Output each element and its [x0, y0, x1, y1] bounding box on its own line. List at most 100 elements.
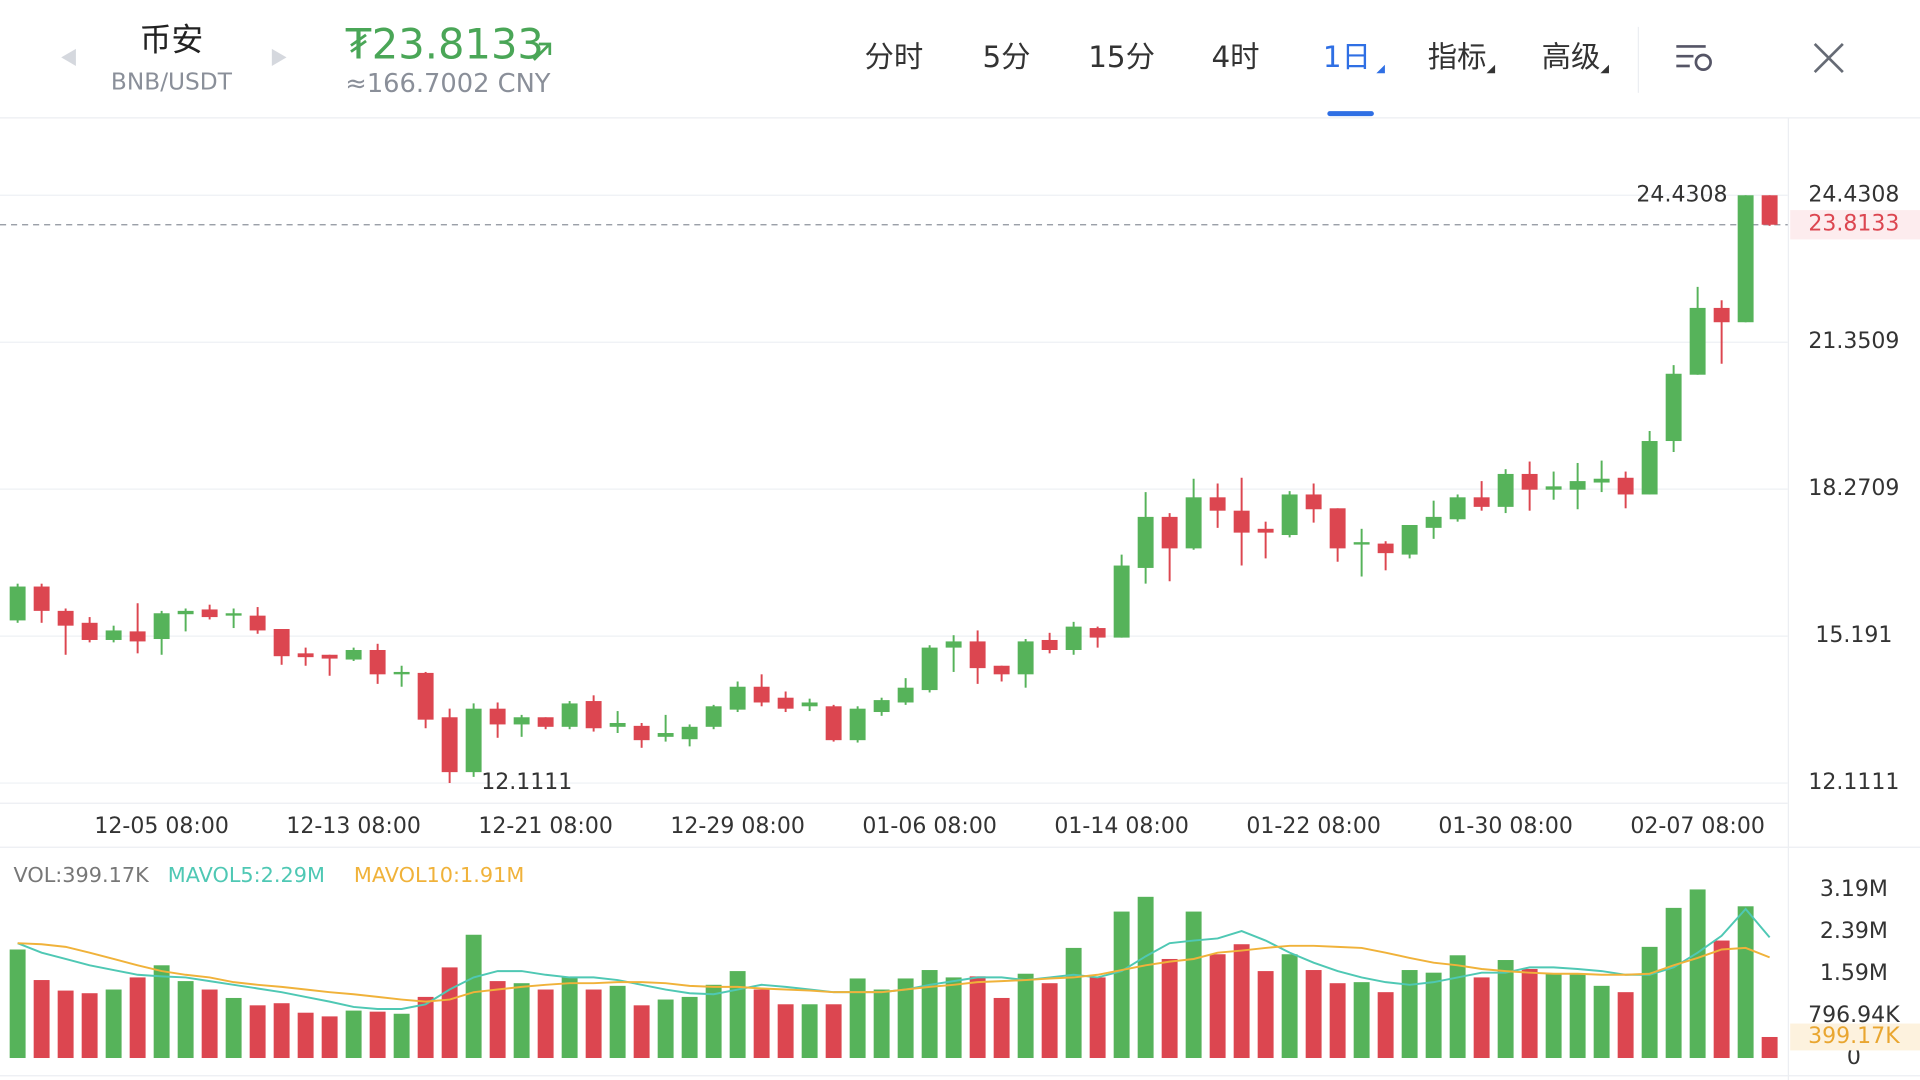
candle-body [1089, 628, 1106, 638]
candle-body [1593, 478, 1610, 483]
ma-line [17, 942, 1770, 1003]
volume-bar [1593, 985, 1610, 1059]
candle-body [345, 649, 362, 660]
x-tick-label: 01-14 08:00 [1054, 814, 1188, 839]
candle-body [1257, 528, 1274, 533]
candle-body [1233, 510, 1250, 533]
candle-body [969, 641, 986, 669]
candle-body [585, 701, 602, 729]
interval-tab[interactable]: 15分 [1088, 40, 1155, 74]
candle-body [1161, 516, 1178, 549]
volume-tick-label: 1.59M [1820, 961, 1888, 986]
volume-bar [1305, 970, 1322, 1059]
candle-body [9, 586, 26, 621]
volume-bar [1425, 972, 1442, 1059]
candle-body [1713, 307, 1730, 323]
candle-body [1401, 524, 1418, 555]
high-annotation: 24.4308 [1636, 182, 1727, 207]
current-price-label: 23.8133 [1808, 212, 1899, 237]
volume-bar [993, 997, 1010, 1059]
settings-icon[interactable] [1676, 45, 1712, 71]
candle-body [1641, 441, 1658, 495]
volume-bar [1761, 1036, 1778, 1059]
volume-tick-label: 0 [1847, 1045, 1861, 1070]
volume-bar [1281, 954, 1298, 1059]
candle-body [1689, 307, 1706, 375]
candle-body [417, 672, 434, 720]
interval-tab[interactable]: 指标 [1428, 40, 1487, 74]
candle-body [225, 613, 242, 616]
volume-bar [1233, 944, 1250, 1059]
plot: 24.4308 21.3509 18.2709 15.191 12.1111 12-05 … [0, 182, 1920, 1070]
interval-tabs: 分时 5分 15分 4时 1日 指标 高级 [864, 40, 1609, 117]
interval-tab[interactable]: 4时 [1211, 40, 1259, 74]
interval-tab[interactable]: 5分 [982, 40, 1030, 74]
y-tick-label: 15.191 [1815, 623, 1892, 648]
candle-body [1185, 497, 1202, 549]
candle-body [609, 722, 626, 727]
candle-body [129, 631, 146, 642]
next-arrow[interactable] [271, 48, 287, 66]
candle-body [249, 615, 266, 631]
volume-bar [321, 1016, 338, 1059]
volume-bar [273, 1003, 290, 1059]
volume-bar [1377, 992, 1394, 1059]
volume-bar [1089, 977, 1106, 1059]
volume-bar [681, 996, 698, 1059]
volume-bar [1017, 973, 1034, 1059]
candle-body [1137, 516, 1154, 568]
interval-tab[interactable]: 高级 [1542, 40, 1601, 74]
volume-bar [1713, 940, 1730, 1059]
volume-bar [369, 1011, 386, 1059]
candle-body [513, 717, 530, 725]
x-tick-label: 12-13 08:00 [286, 814, 420, 839]
volume-bar [801, 1004, 818, 1059]
volume-bar [1689, 889, 1706, 1059]
volume-bar [129, 977, 146, 1059]
candle-body [57, 610, 74, 626]
candle-body [153, 613, 170, 640]
candle-body [753, 686, 770, 703]
volume-bar [225, 997, 242, 1059]
candle-body [1497, 473, 1514, 507]
volume-bar [441, 967, 458, 1059]
volume-bar [1449, 955, 1466, 1059]
volume-bar [1497, 960, 1514, 1059]
candle-body [1473, 497, 1490, 507]
volume-bar [1041, 983, 1058, 1059]
volume-bar [777, 1004, 794, 1059]
volume-bar [537, 989, 554, 1059]
volume-bar [897, 978, 914, 1059]
candle-body [33, 586, 50, 611]
candle-body [1041, 639, 1058, 650]
candle-body [1569, 481, 1586, 490]
legend-entry: MAVOL10:1.91M [354, 863, 524, 887]
interval-tab[interactable]: 1日 [1323, 40, 1371, 74]
candle-body [369, 649, 386, 675]
volume-bar [105, 989, 122, 1059]
candle-body [729, 686, 746, 710]
candle-body [393, 671, 410, 675]
x-tick-label: 12-29 08:00 [670, 814, 804, 839]
volume-bar [465, 934, 482, 1059]
prev-arrow[interactable] [61, 48, 76, 66]
interval-tab[interactable]: 分时 [864, 40, 923, 74]
candle-body [1353, 542, 1370, 545]
market-name: 币安 [140, 22, 204, 59]
candle-body [561, 703, 578, 727]
close-button[interactable] [1813, 43, 1844, 74]
candle-body [105, 630, 122, 640]
x-tick-label: 12-05 08:00 [94, 814, 228, 839]
volume-bar [633, 1005, 650, 1059]
candle-body [777, 697, 794, 709]
candle-body [177, 610, 194, 615]
volume-bar [1353, 982, 1370, 1059]
volume-bar [9, 949, 26, 1059]
volume-bar [297, 1012, 314, 1059]
x-tick-label: 02-07 08:00 [1630, 814, 1764, 839]
volume-bar [585, 989, 602, 1059]
x-tick-label: 01-30 08:00 [1438, 814, 1572, 839]
candle-body [849, 708, 866, 741]
